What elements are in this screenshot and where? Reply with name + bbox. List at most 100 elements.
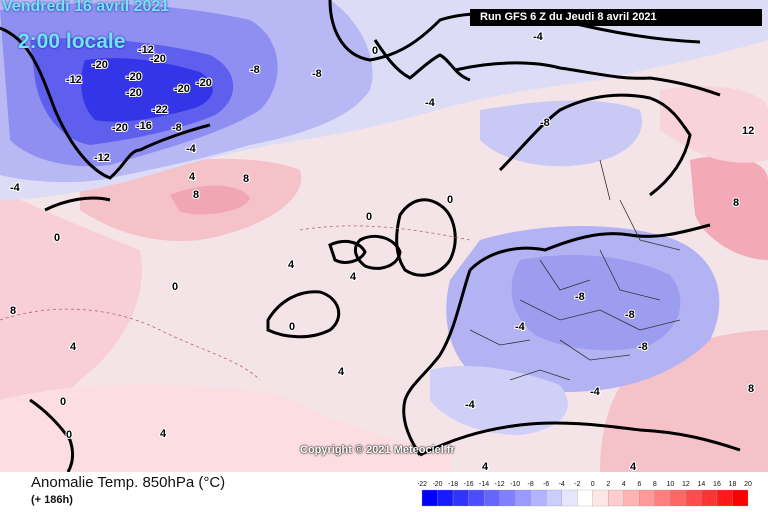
scale-swatch <box>670 489 687 507</box>
scale-tick-label: 18 <box>729 481 737 488</box>
map-label: -8 <box>540 117 550 129</box>
warm-zone-south <box>0 384 450 472</box>
coastline-svalbard <box>373 39 471 82</box>
map-label: -8 <box>250 64 260 76</box>
map-label: -4 <box>533 31 544 43</box>
map-label: 8 <box>748 383 754 395</box>
map-label: 4 <box>482 461 489 472</box>
coastline-scandinavia <box>498 93 692 197</box>
scale-tick-label: 6 <box>637 481 641 488</box>
scale-swatch <box>685 489 702 507</box>
scale-swatch <box>437 489 454 507</box>
map-label: 0 <box>372 45 378 57</box>
coastline-barents <box>454 61 721 97</box>
coastline-small-island <box>328 240 367 264</box>
map-label: -8 <box>575 291 585 303</box>
map-label: 12 <box>742 125 754 137</box>
map-label: 8 <box>10 305 16 317</box>
scale-swatch <box>592 489 609 507</box>
country-borders <box>469 159 681 381</box>
color-scale-legend: -22-20-18-16-14-12-10-8-6-4-202468101214… <box>418 481 752 507</box>
map-label: -8 <box>172 122 182 134</box>
map-label: -12 <box>94 152 110 164</box>
coastline-ireland <box>353 235 402 270</box>
cold-zone-greenland-deep <box>81 58 213 122</box>
scale-tick-label: 16 <box>713 481 721 488</box>
map-label: -4 <box>515 321 526 333</box>
scale-tick-label: -2 <box>574 481 580 488</box>
scale-tick-label: 2 <box>606 481 610 488</box>
map-label: -20 <box>196 77 212 89</box>
map-label: 4 <box>288 259 295 271</box>
map-label: -12 <box>66 74 82 86</box>
map-label: -20 <box>174 83 190 95</box>
map-label: -4 <box>425 97 436 109</box>
scale-swatch <box>639 489 656 507</box>
map-label: 4 <box>189 171 196 183</box>
scale-tick-label: 8 <box>653 481 657 488</box>
map-label: -20 <box>126 87 142 99</box>
scale-swatch <box>732 489 749 507</box>
map-label: -20 <box>150 53 166 65</box>
scale-swatch <box>546 489 562 507</box>
isoline-dashed-1 <box>0 308 261 381</box>
map-label: 4 <box>338 366 345 378</box>
scale-swatch <box>654 489 671 507</box>
map-label: -8 <box>625 309 635 321</box>
scale-tick-label: -18 <box>448 481 458 488</box>
scale-swatch <box>716 489 733 507</box>
scale-swatch <box>608 489 624 507</box>
map-label: 8 <box>193 189 199 201</box>
warm-zone-atlantic-core <box>170 185 250 215</box>
coastline-greenland <box>0 26 211 180</box>
scale-swatch <box>483 489 500 507</box>
warm-zone-west <box>0 190 142 440</box>
scale-swatch <box>577 489 593 507</box>
map-value-labels: -20 -20 -20 -20 -20 -20 -22 -20 -16 -12 … <box>9 30 755 472</box>
map-label: -12 <box>138 44 154 56</box>
warm-zone-east <box>690 156 768 260</box>
scale-tick-label: 10 <box>666 481 674 488</box>
map-label: -22 <box>152 104 168 116</box>
isoline-dashed-2 <box>299 225 471 241</box>
coastline-iceland <box>44 196 111 212</box>
scale-tick-label: 14 <box>698 481 706 488</box>
map-label: 8 <box>733 197 739 209</box>
map-label: -20 <box>126 71 142 83</box>
scale-tick-label: 4 <box>622 481 626 488</box>
map-label: 4 <box>350 271 357 283</box>
scale-swatch <box>530 489 547 507</box>
cold-zone-iberia-south <box>430 365 568 435</box>
map-label: -16 <box>136 120 152 132</box>
coastline-france-iberia <box>402 269 472 456</box>
copyright-notice: Copyright © 2021 Meteociel.fr <box>300 444 455 456</box>
scale-tick-label: -4 <box>559 481 565 488</box>
forecast-lead-time: (+ 186h) <box>31 494 73 506</box>
forecast-date: Vendredi 16 avril 2021 <box>2 0 170 15</box>
map-label: 4 <box>70 341 77 353</box>
map-label: -20 <box>112 122 128 134</box>
map-label: 0 <box>366 211 372 223</box>
scale-tick-label: 0 <box>591 481 595 488</box>
coastline-arctic-north <box>328 0 701 62</box>
map-label: -20 <box>92 59 108 71</box>
map-label: -4 <box>186 143 197 155</box>
coastline-africa <box>29 398 75 472</box>
scale-tick-label: -8 <box>528 481 534 488</box>
map-label: -4 <box>10 182 21 194</box>
map-label: 0 <box>60 396 66 408</box>
map-label: -4 <box>590 386 601 398</box>
model-run-label: Run GFS 6 Z du Jeudi 8 avril 2021 <box>470 9 762 26</box>
scale-swatch <box>623 489 640 507</box>
scale-swatch <box>421 489 438 507</box>
scale-tick-label: 12 <box>682 481 690 488</box>
scale-tick-label: -12 <box>495 481 505 488</box>
scale-tick-label: -16 <box>464 481 474 488</box>
coastline-azores-island <box>266 290 341 339</box>
map-label: 0 <box>289 321 295 333</box>
scale-tick-label: -20 <box>432 481 442 488</box>
scale-tick-label: -14 <box>479 481 489 488</box>
map-label: -8 <box>312 68 322 80</box>
temperature-anomaly-map: -20 -20 -20 -20 -20 -20 -22 -20 -16 -12 … <box>0 0 768 472</box>
